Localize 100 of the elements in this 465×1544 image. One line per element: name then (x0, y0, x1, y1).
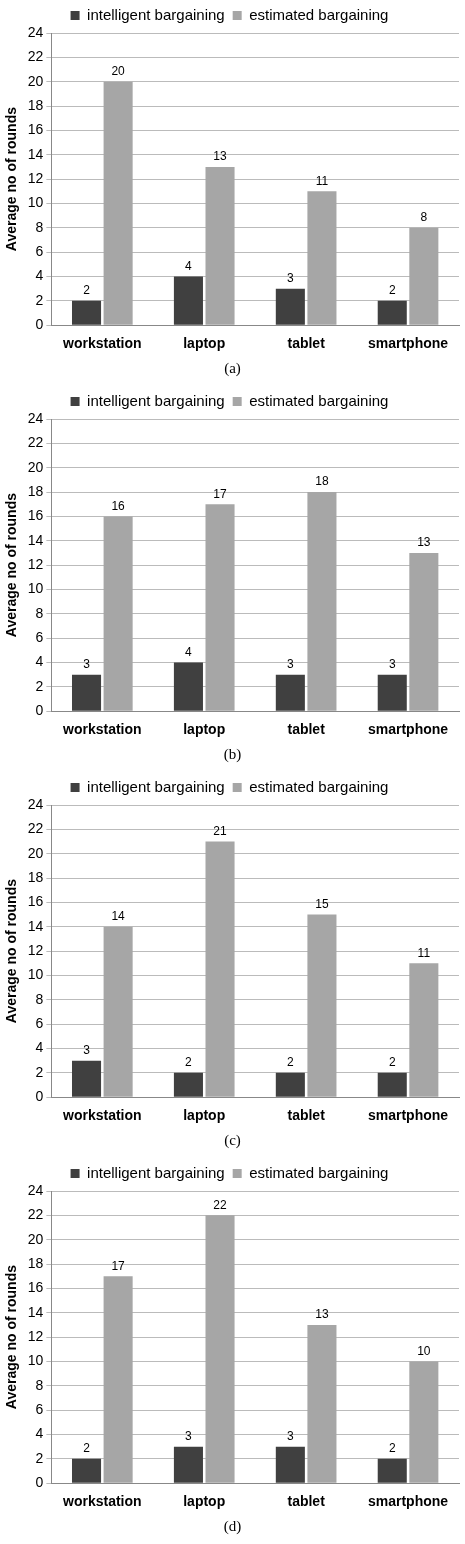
y-tick-label: 18 (27, 868, 44, 885)
data-label: 20 (111, 64, 126, 79)
data-label: 11 (417, 945, 431, 960)
text: (a) (223, 359, 242, 378)
data-label: 18 (315, 474, 329, 489)
y-tick-label: 12 (27, 1327, 44, 1344)
y-tick-label: 20 (27, 1230, 44, 1247)
data-label: 3 (83, 656, 91, 671)
y-tick-label: 20 (27, 458, 44, 475)
y-tick-label: 10 (27, 580, 44, 597)
bar (307, 191, 337, 325)
data-label: 2 (388, 1055, 396, 1070)
data-label: 2 (388, 1441, 396, 1456)
y-tick-label: 24 (27, 409, 44, 426)
x-tick-label: workstation (62, 721, 142, 738)
y-tick-label: 16 (27, 507, 44, 524)
data-label: 3 (287, 656, 294, 671)
y-tick-label: 18 (27, 1254, 44, 1271)
y-tick-label: 4 (35, 1425, 44, 1442)
x-tick-label: tablet (287, 1493, 326, 1510)
x-tick-label: workstation (62, 1107, 142, 1124)
bar (103, 1276, 133, 1483)
y-tick-label: 12 (27, 169, 44, 186)
y-tick-label: 24 (27, 795, 44, 812)
y-tick-label: 6 (35, 1015, 44, 1032)
data-label: 17 (111, 1258, 126, 1273)
y-tick-label: 4 (35, 653, 44, 670)
y-tick-label: 2 (35, 1063, 44, 1080)
y-tick-label: 14 (27, 531, 44, 548)
data-label: 2 (83, 283, 91, 298)
legend-label: intelligent bargaining (87, 1163, 225, 1181)
x-tick-label: smartphone (367, 721, 449, 738)
bar (275, 288, 305, 325)
data-label: 3 (185, 1428, 193, 1443)
bar (103, 926, 133, 1097)
y-tick-label: 18 (27, 96, 44, 113)
data-label: 14 (111, 909, 126, 924)
data-label: 2 (388, 283, 396, 298)
x-tick-label: laptop (183, 721, 226, 738)
x-tick-label: workstation (62, 1493, 142, 1510)
data-label: 2 (185, 1055, 193, 1070)
legend-label: estimated bargaining (249, 777, 389, 795)
x-tick-label: smartphone (367, 1493, 449, 1510)
legend-label: estimated bargaining (249, 391, 389, 409)
bar (409, 227, 439, 325)
data-label: 4 (185, 258, 193, 273)
data-label: 11 (315, 173, 329, 188)
x-tick-label: tablet (287, 721, 326, 738)
data-label: 3 (83, 1042, 91, 1057)
y-tick-label: 2 (35, 677, 44, 694)
bar (275, 1446, 305, 1483)
y-tick-label: 4 (35, 267, 44, 284)
x-tick-label: workstation (62, 335, 142, 352)
bar (377, 674, 407, 711)
y-tick-label: 24 (27, 1181, 44, 1198)
y-tick-label: 2 (35, 1449, 44, 1466)
y-tick-label: 12 (27, 555, 44, 572)
y-tick-label: 14 (27, 917, 44, 934)
data-label: 17 (213, 486, 228, 501)
data-label: 2 (83, 1441, 91, 1456)
data-label: 15 (315, 896, 329, 911)
bar (72, 300, 102, 325)
legend-label: intelligent bargaining (87, 777, 225, 795)
y-tick-label: 6 (35, 1401, 44, 1418)
y-tick-label: 4 (35, 1039, 44, 1056)
bar (173, 662, 203, 711)
bar (275, 1072, 305, 1097)
bar (103, 81, 133, 325)
data-label: 3 (287, 270, 294, 285)
bar (377, 1072, 407, 1097)
bar (409, 552, 439, 711)
bar (205, 1215, 235, 1483)
text: (d) (222, 1517, 243, 1536)
bar (173, 1446, 203, 1483)
y-axis-title: Average no of rounds (3, 106, 20, 252)
y-axis-title: Average no of rounds (3, 878, 20, 1024)
data-label: 13 (417, 535, 431, 550)
y-tick-label: 22 (27, 820, 44, 837)
bar (72, 674, 102, 711)
bar (307, 1324, 337, 1483)
y-tick-label: 22 (27, 1206, 44, 1223)
bar (307, 914, 337, 1097)
y-tick-label: 18 (27, 482, 44, 499)
data-label: 22 (213, 1197, 228, 1212)
data-label: 13 (315, 1307, 329, 1322)
y-tick-label: 16 (27, 893, 44, 910)
text: (c) (223, 1131, 242, 1150)
y-tick-label: 20 (27, 72, 44, 89)
x-tick-label: laptop (183, 1107, 226, 1124)
x-tick-label: laptop (183, 1493, 226, 1510)
legend-label: intelligent bargaining (87, 5, 225, 23)
y-tick-label: 24 (27, 23, 44, 40)
legend-label: estimated bargaining (249, 1163, 389, 1181)
bar (307, 492, 337, 711)
x-tick-label: tablet (287, 335, 326, 352)
y-tick-label: 0 (35, 1474, 44, 1491)
bar (275, 674, 305, 711)
data-label: 3 (287, 1428, 294, 1443)
bar (103, 516, 133, 711)
data-label: 2 (287, 1055, 294, 1070)
